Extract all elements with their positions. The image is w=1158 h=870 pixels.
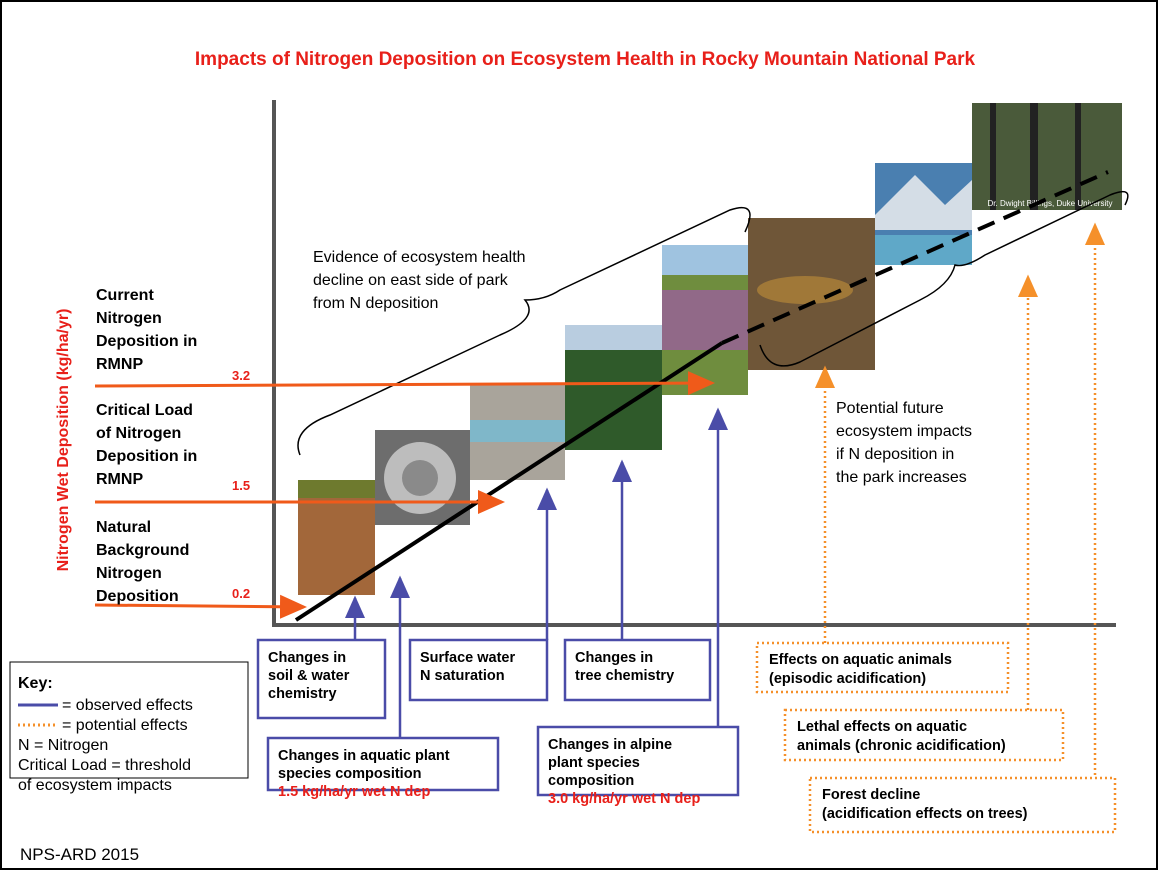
note: from N deposition [313,295,438,312]
observed-label: composition [548,773,634,789]
level-value: 0.2 [232,586,250,601]
key-item: N = Nitrogen [18,737,108,754]
level-arrow [94,594,307,619]
photos [298,103,1122,595]
observed-label: Changes in [268,650,346,666]
key-item: = observed effects [62,697,193,714]
level-value: 1.5 [232,478,250,493]
trend-line-future [721,170,1109,345]
title: Impacts of Nitrogen Deposition on Ecosys… [195,49,976,70]
observed-box [266,736,500,792]
photo-credit: Dr. Dwight Billings, Duke University [988,199,1113,208]
observed-label: Changes in alpine [548,737,672,753]
level-label: Deposition in [96,333,197,350]
potential-label: Effects on aquatic animals [769,652,952,668]
observed-label: soil & water [268,668,350,684]
observed-label: N saturation [420,668,505,684]
key-item: of ecosystem impacts [18,777,172,794]
observed-threshold: 3.0 kg/ha/yr wet N dep [548,791,700,807]
level-label: Nitrogen [96,565,162,582]
note: ecosystem impacts [836,423,972,440]
level-arrow [94,371,715,396]
level-label: Deposition in [96,448,197,465]
potential-label: Lethal effects on aquatic [797,719,967,735]
potential-box [783,708,1065,762]
level-label: RMNP [96,356,143,373]
observed-label: chemistry [268,686,337,702]
observed-box [563,638,712,702]
level-label: Deposition [96,588,179,605]
brace [297,206,751,456]
level-value: 3.2 [232,368,250,383]
observed-label: Changes in [575,650,653,666]
observed-label: Changes in aquatic plant [278,748,450,764]
observed-box [536,725,740,797]
level-label: Natural [96,519,151,536]
observed-label: Surface water [420,650,515,666]
observed-label: tree chemistry [575,668,674,684]
potential-label: (episodic acidification) [769,671,926,687]
level-label: Nitrogen [96,310,162,327]
footer: NPS-ARD 2015 [20,845,139,864]
trend-line [294,341,724,622]
level-label: Critical Load [96,402,193,419]
y-axis-label: Nitrogen Wet Deposition (kg/ha/yr) [55,309,72,572]
level-label: RMNP [96,471,143,488]
observed-label: species composition [278,766,421,782]
observed-arrows [345,407,728,738]
note: Potential future [836,400,944,417]
observed-threshold: 1.5 kg/ha/yr wet N dep [278,784,430,800]
note: the park increases [836,469,967,486]
key-item: Critical Load = threshold [18,757,191,774]
observed-box [408,638,549,702]
key-title: Key: [18,675,53,692]
note: Evidence of ecosystem health [313,249,526,266]
observed-label: plant species [548,755,640,771]
potential-label: (acidification effects on trees) [822,806,1028,822]
level-label: Background [96,542,189,559]
brace [759,190,1129,367]
potential-label: animals (chronic acidification) [797,738,1006,754]
note: if N deposition in [836,446,954,463]
note: decline on east side of park [313,272,509,289]
potential-box [808,776,1117,834]
level-label: of Nitrogen [96,425,181,442]
key-item: = potential effects [62,717,188,734]
observed-box [256,638,387,720]
potential-label: Forest decline [822,787,920,803]
key-box [9,661,249,779]
level-label: Current [96,287,154,304]
potential-box [755,641,1010,694]
